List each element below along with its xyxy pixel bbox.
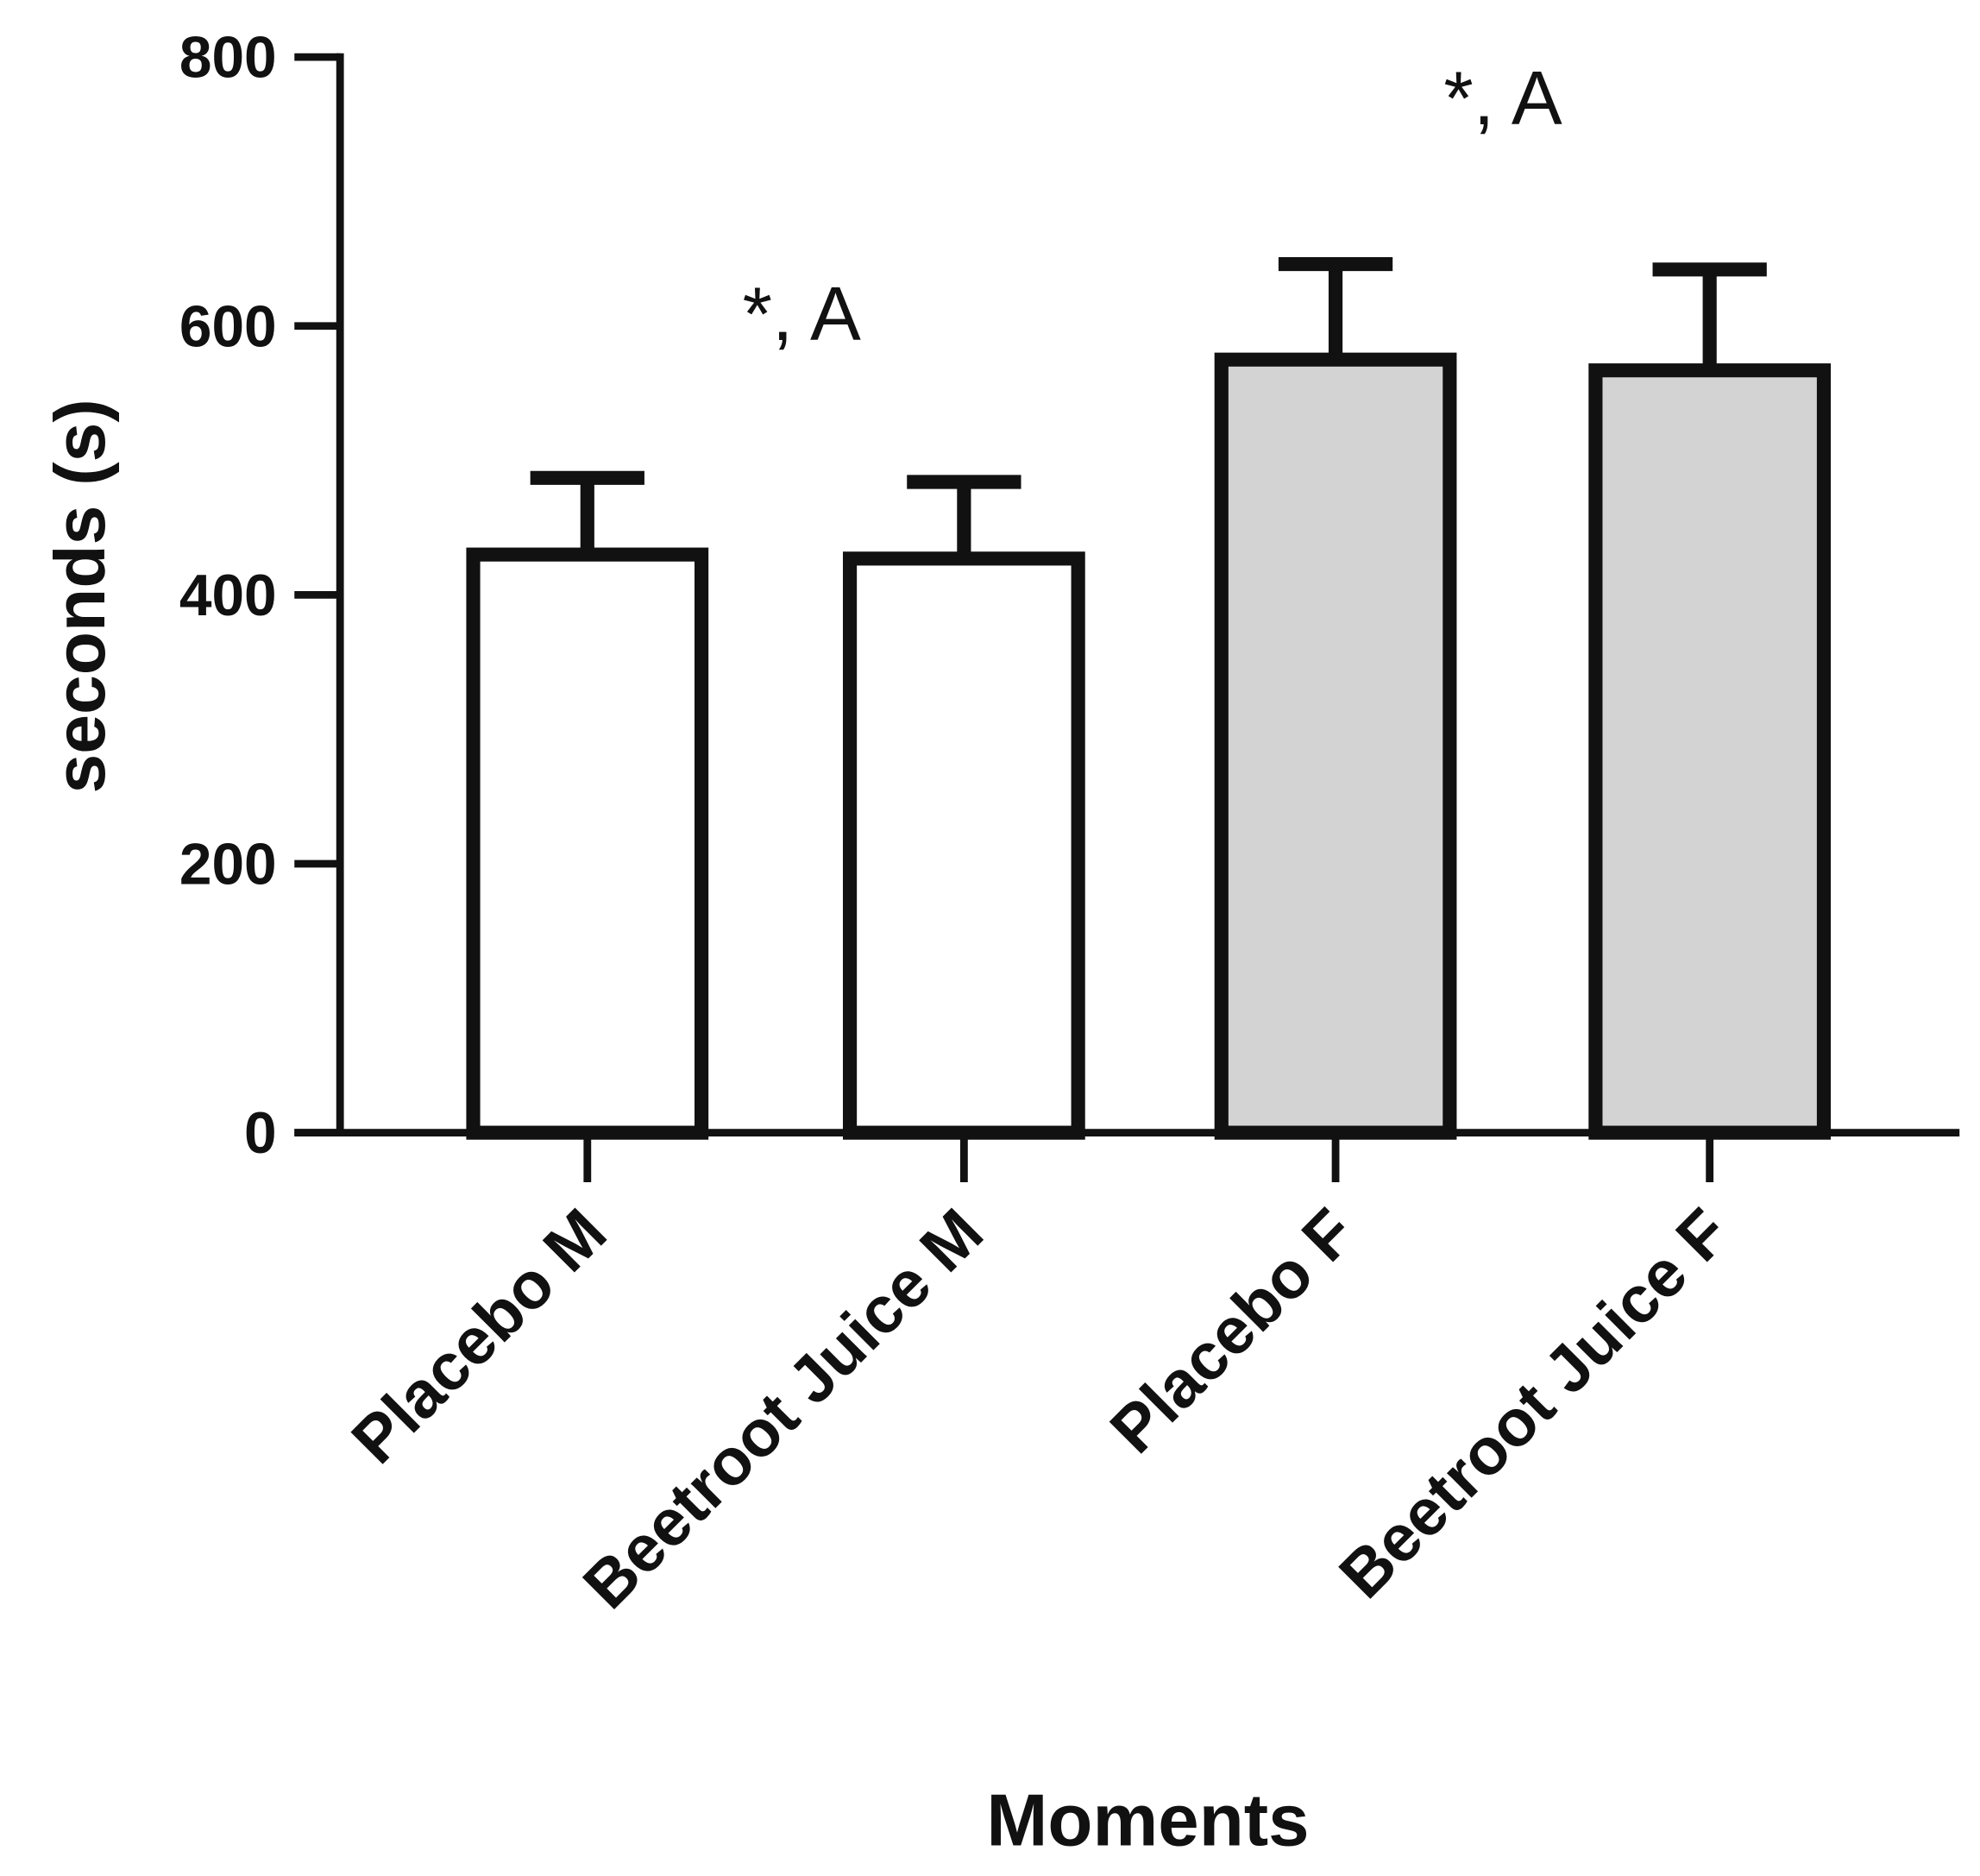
y-axis-label: seconds (s) (41, 399, 120, 793)
bar (842, 551, 1085, 1140)
y-tick-label: 400 (179, 563, 277, 628)
y-tick-label: 0 (244, 1101, 277, 1166)
annotation: *, A (743, 271, 861, 356)
y-tick-label: 200 (179, 833, 277, 897)
x-tick-label: Beetroot Juice M (569, 1195, 997, 1623)
x-tick-label: Beetroot Juice F (1326, 1195, 1743, 1612)
bar (466, 547, 709, 1140)
y-tick-label: 600 (179, 294, 277, 359)
y-tick-label: 800 (179, 26, 277, 91)
annotation: *, A (1443, 55, 1562, 141)
x-tick-label: Placebo F (1097, 1195, 1368, 1467)
x-tick-label: Placebo M (338, 1195, 620, 1477)
bar (1214, 352, 1457, 1140)
bar (1588, 363, 1832, 1140)
x-axis-label: Moments (986, 1780, 1309, 1862)
